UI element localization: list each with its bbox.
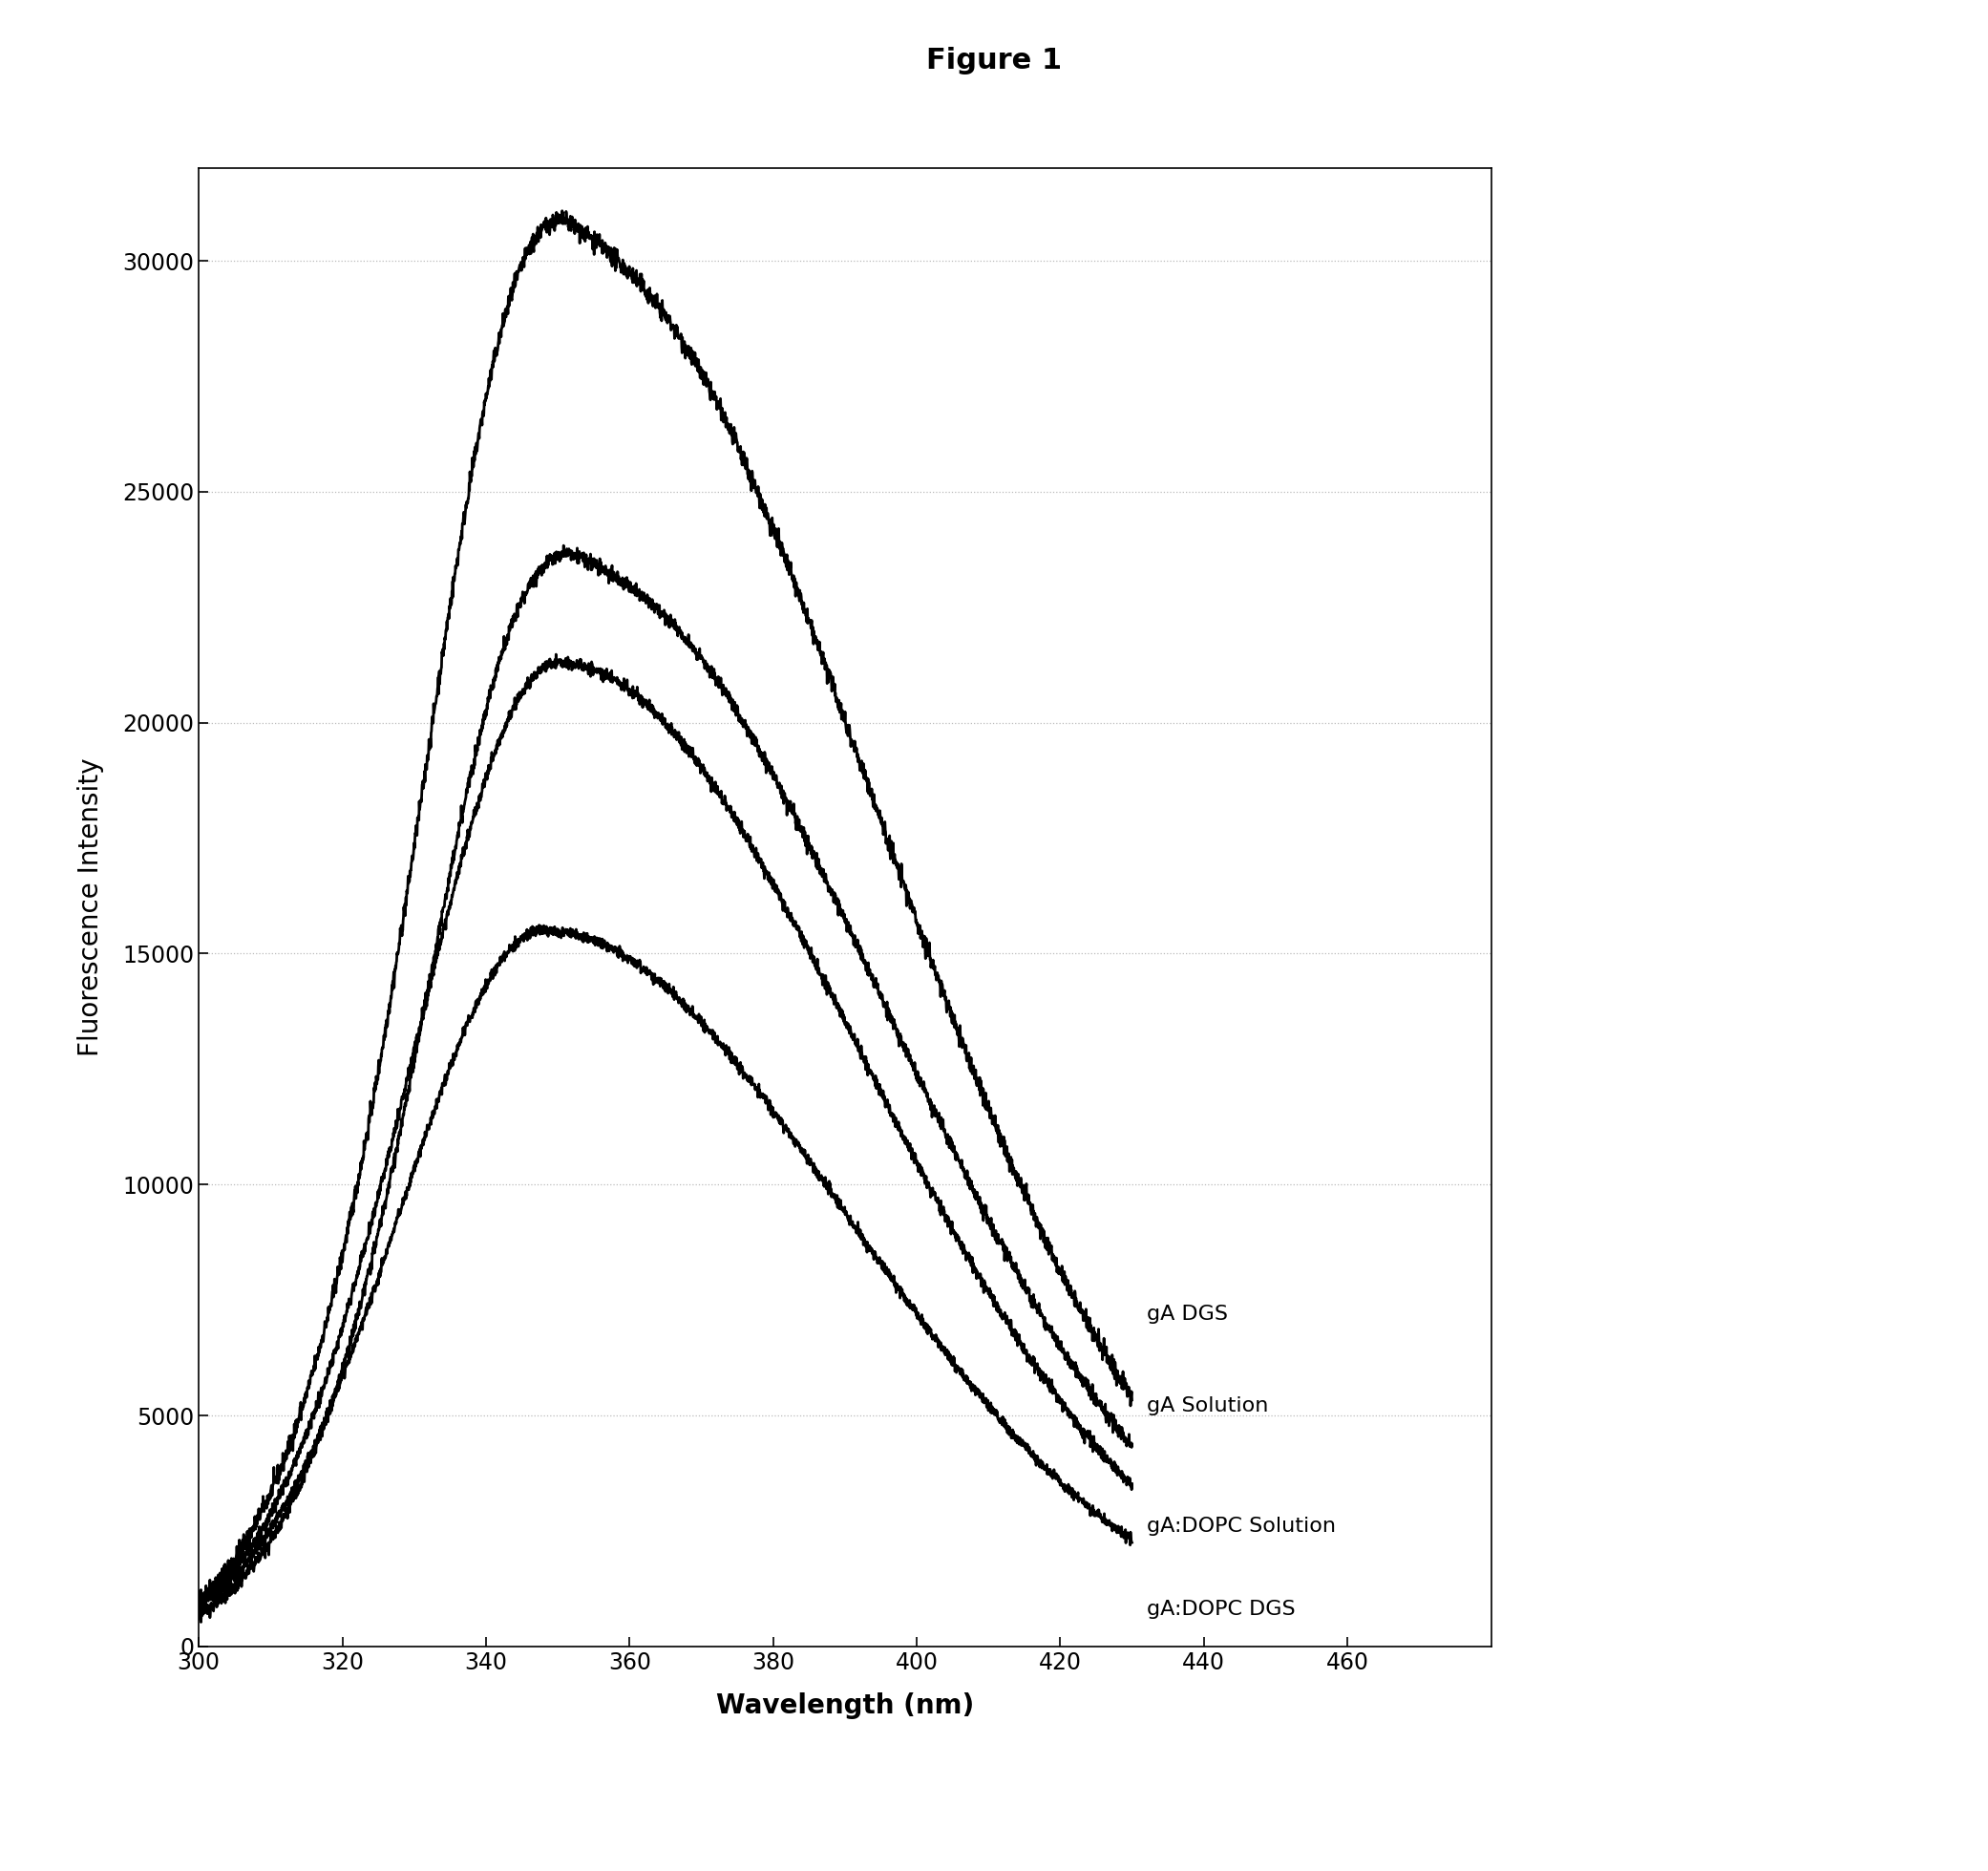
Text: gA:DOPC Solution: gA:DOPC Solution <box>1147 1517 1336 1536</box>
Text: gA:DOPC DGS: gA:DOPC DGS <box>1147 1600 1294 1618</box>
X-axis label: Wavelength (nm): Wavelength (nm) <box>716 1693 974 1719</box>
Text: gA DGS: gA DGS <box>1147 1304 1227 1323</box>
Y-axis label: Fluorescence Intensity: Fluorescence Intensity <box>78 758 103 1057</box>
Text: gA Solution: gA Solution <box>1147 1398 1268 1416</box>
Text: Figure 1: Figure 1 <box>926 47 1062 75</box>
